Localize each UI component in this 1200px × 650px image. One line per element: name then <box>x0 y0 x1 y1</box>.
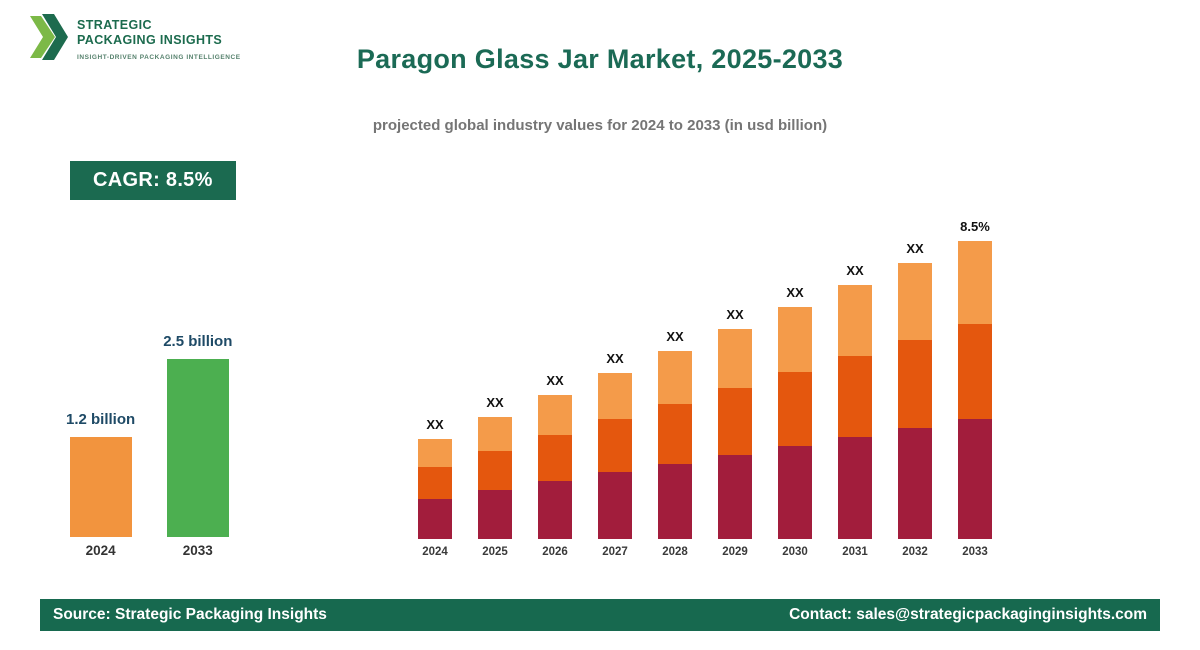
bar-value-label: 1.2 billion <box>66 411 136 428</box>
segment-middle <box>718 388 752 455</box>
bar-top-label: XX <box>906 241 924 256</box>
segment-middle <box>778 372 812 446</box>
bar-top-label: XX <box>606 351 624 366</box>
segment-top <box>478 417 512 451</box>
segment-top <box>718 329 752 388</box>
segment-top <box>778 307 812 372</box>
segment-bottom <box>418 499 452 539</box>
segment-middle <box>598 419 632 472</box>
projection-bars: XX 2024 XX 2025 XX 2026 XX 2027 XX 2028 XX 2029 XX 20… <box>418 219 992 558</box>
cagr-badge: CAGR: 8.5% <box>70 161 236 200</box>
segment-top <box>838 285 872 356</box>
bar-top-label: XX <box>846 263 864 278</box>
bar-year-label: 2032 <box>902 546 928 558</box>
stacked-bar-2032 <box>898 263 932 539</box>
bar-top-label: XX <box>786 285 804 300</box>
projection-bar-column-2032: XX 2032 <box>898 241 932 558</box>
bar-year-label: 2024 <box>85 543 116 558</box>
segment-top <box>898 263 932 340</box>
bar-top-label: XX <box>426 417 444 432</box>
growth-summary-chart: 1.2 billion 2024 2.5 billion 2033 <box>66 333 232 558</box>
bar-top-label: XX <box>666 329 684 344</box>
projection-bar-column-2031: XX 2031 <box>838 263 872 558</box>
growth-bar-2024 <box>69 437 132 537</box>
segment-bottom <box>838 437 872 539</box>
logo-chevron-icon <box>30 14 68 60</box>
segment-top <box>538 395 572 435</box>
page-subtitle: projected global industry values for 202… <box>372 117 828 134</box>
growth-bar-column-2033: 2.5 billion 2033 <box>163 333 232 558</box>
growth-bar-2033 <box>166 359 229 537</box>
logo-tagline: INSIGHT-DRIVEN PACKAGING INTELLIGENCE <box>77 54 241 61</box>
segment-middle <box>658 404 692 464</box>
bar-top-label: XX <box>726 307 744 322</box>
bar-year-label: 2026 <box>542 546 568 558</box>
segment-bottom <box>958 419 992 539</box>
projection-bar-column-2028: XX 2028 <box>658 329 692 558</box>
stacked-bar-2033 <box>958 241 992 539</box>
segment-middle <box>958 324 992 419</box>
logo-line-1: STRATEGIC <box>77 18 152 32</box>
stacked-bar-2025 <box>478 417 512 539</box>
segment-top <box>598 373 632 419</box>
bar-year-label: 2031 <box>842 546 868 558</box>
logo-line-2: PACKAGING INSIGHTS <box>77 33 223 47</box>
bar-year-label: 2030 <box>782 546 808 558</box>
stacked-bar-2028 <box>658 351 692 539</box>
projection-bar-column-2024: XX 2024 <box>418 417 452 558</box>
bar-top-label: XX <box>486 395 504 410</box>
segment-bottom <box>778 446 812 539</box>
brand-logo: STRATEGIC PACKAGING INSIGHTS INSIGHT-DRI… <box>30 14 241 61</box>
bar-value-label: 2.5 billion <box>163 333 233 350</box>
logo-text: STRATEGIC PACKAGING INSIGHTS INSIGHT-DRI… <box>77 14 241 61</box>
bar-year-label: 2027 <box>602 546 628 558</box>
bar-year-label: 2033 <box>182 543 213 558</box>
segment-top <box>958 241 992 324</box>
projection-bar-column-2029: XX 2029 <box>718 307 752 558</box>
segment-bottom <box>898 428 932 539</box>
page-title: Paragon Glass Jar Market, 2025-2033 <box>356 44 844 74</box>
projection-bar-column-2033: 8.5% 2033 <box>958 219 992 558</box>
bar-year-label: 2028 <box>662 546 688 558</box>
segment-bottom <box>718 455 752 539</box>
footer-bar: Source: Strategic Packaging Insights Con… <box>40 599 1160 631</box>
projection-bar-column-2027: XX 2027 <box>598 351 632 558</box>
segment-middle <box>898 340 932 428</box>
segment-middle <box>478 451 512 490</box>
bar-year-label: 2029 <box>722 546 748 558</box>
bar-year-label: 2024 <box>422 546 448 558</box>
segment-bottom <box>478 490 512 539</box>
segment-bottom <box>538 481 572 539</box>
stacked-bar-2030 <box>778 307 812 539</box>
segment-top <box>658 351 692 404</box>
segment-bottom <box>658 464 692 539</box>
growth-bar-column-2024: 1.2 billion 2024 <box>66 411 135 558</box>
stacked-bar-2029 <box>718 329 752 539</box>
segment-middle <box>838 356 872 437</box>
segment-top <box>418 439 452 467</box>
footer-contact: Contact: sales@strategicpackaginginsight… <box>789 606 1147 623</box>
projection-chart: XX 2024 XX 2025 XX 2026 XX 2027 XX 2028 XX 2029 XX 20… <box>418 219 992 558</box>
bar-top-label: 8.5% <box>960 219 990 234</box>
segment-middle <box>418 467 452 499</box>
stacked-bar-2027 <box>598 373 632 539</box>
projection-bar-column-2025: XX 2025 <box>478 395 512 558</box>
stacked-bar-2026 <box>538 395 572 539</box>
growth-summary-bars: 1.2 billion 2024 2.5 billion 2033 <box>66 333 232 558</box>
stacked-bar-2024 <box>418 439 452 539</box>
footer-source: Source: Strategic Packaging Insights <box>53 606 327 623</box>
projection-bar-column-2030: XX 2030 <box>778 285 812 558</box>
stacked-bar-2031 <box>838 285 872 539</box>
projection-bar-column-2026: XX 2026 <box>538 373 572 558</box>
bar-year-label: 2025 <box>482 546 508 558</box>
segment-middle <box>538 435 572 481</box>
bar-top-label: XX <box>546 373 564 388</box>
segment-bottom <box>598 472 632 539</box>
bar-year-label: 2033 <box>962 546 988 558</box>
